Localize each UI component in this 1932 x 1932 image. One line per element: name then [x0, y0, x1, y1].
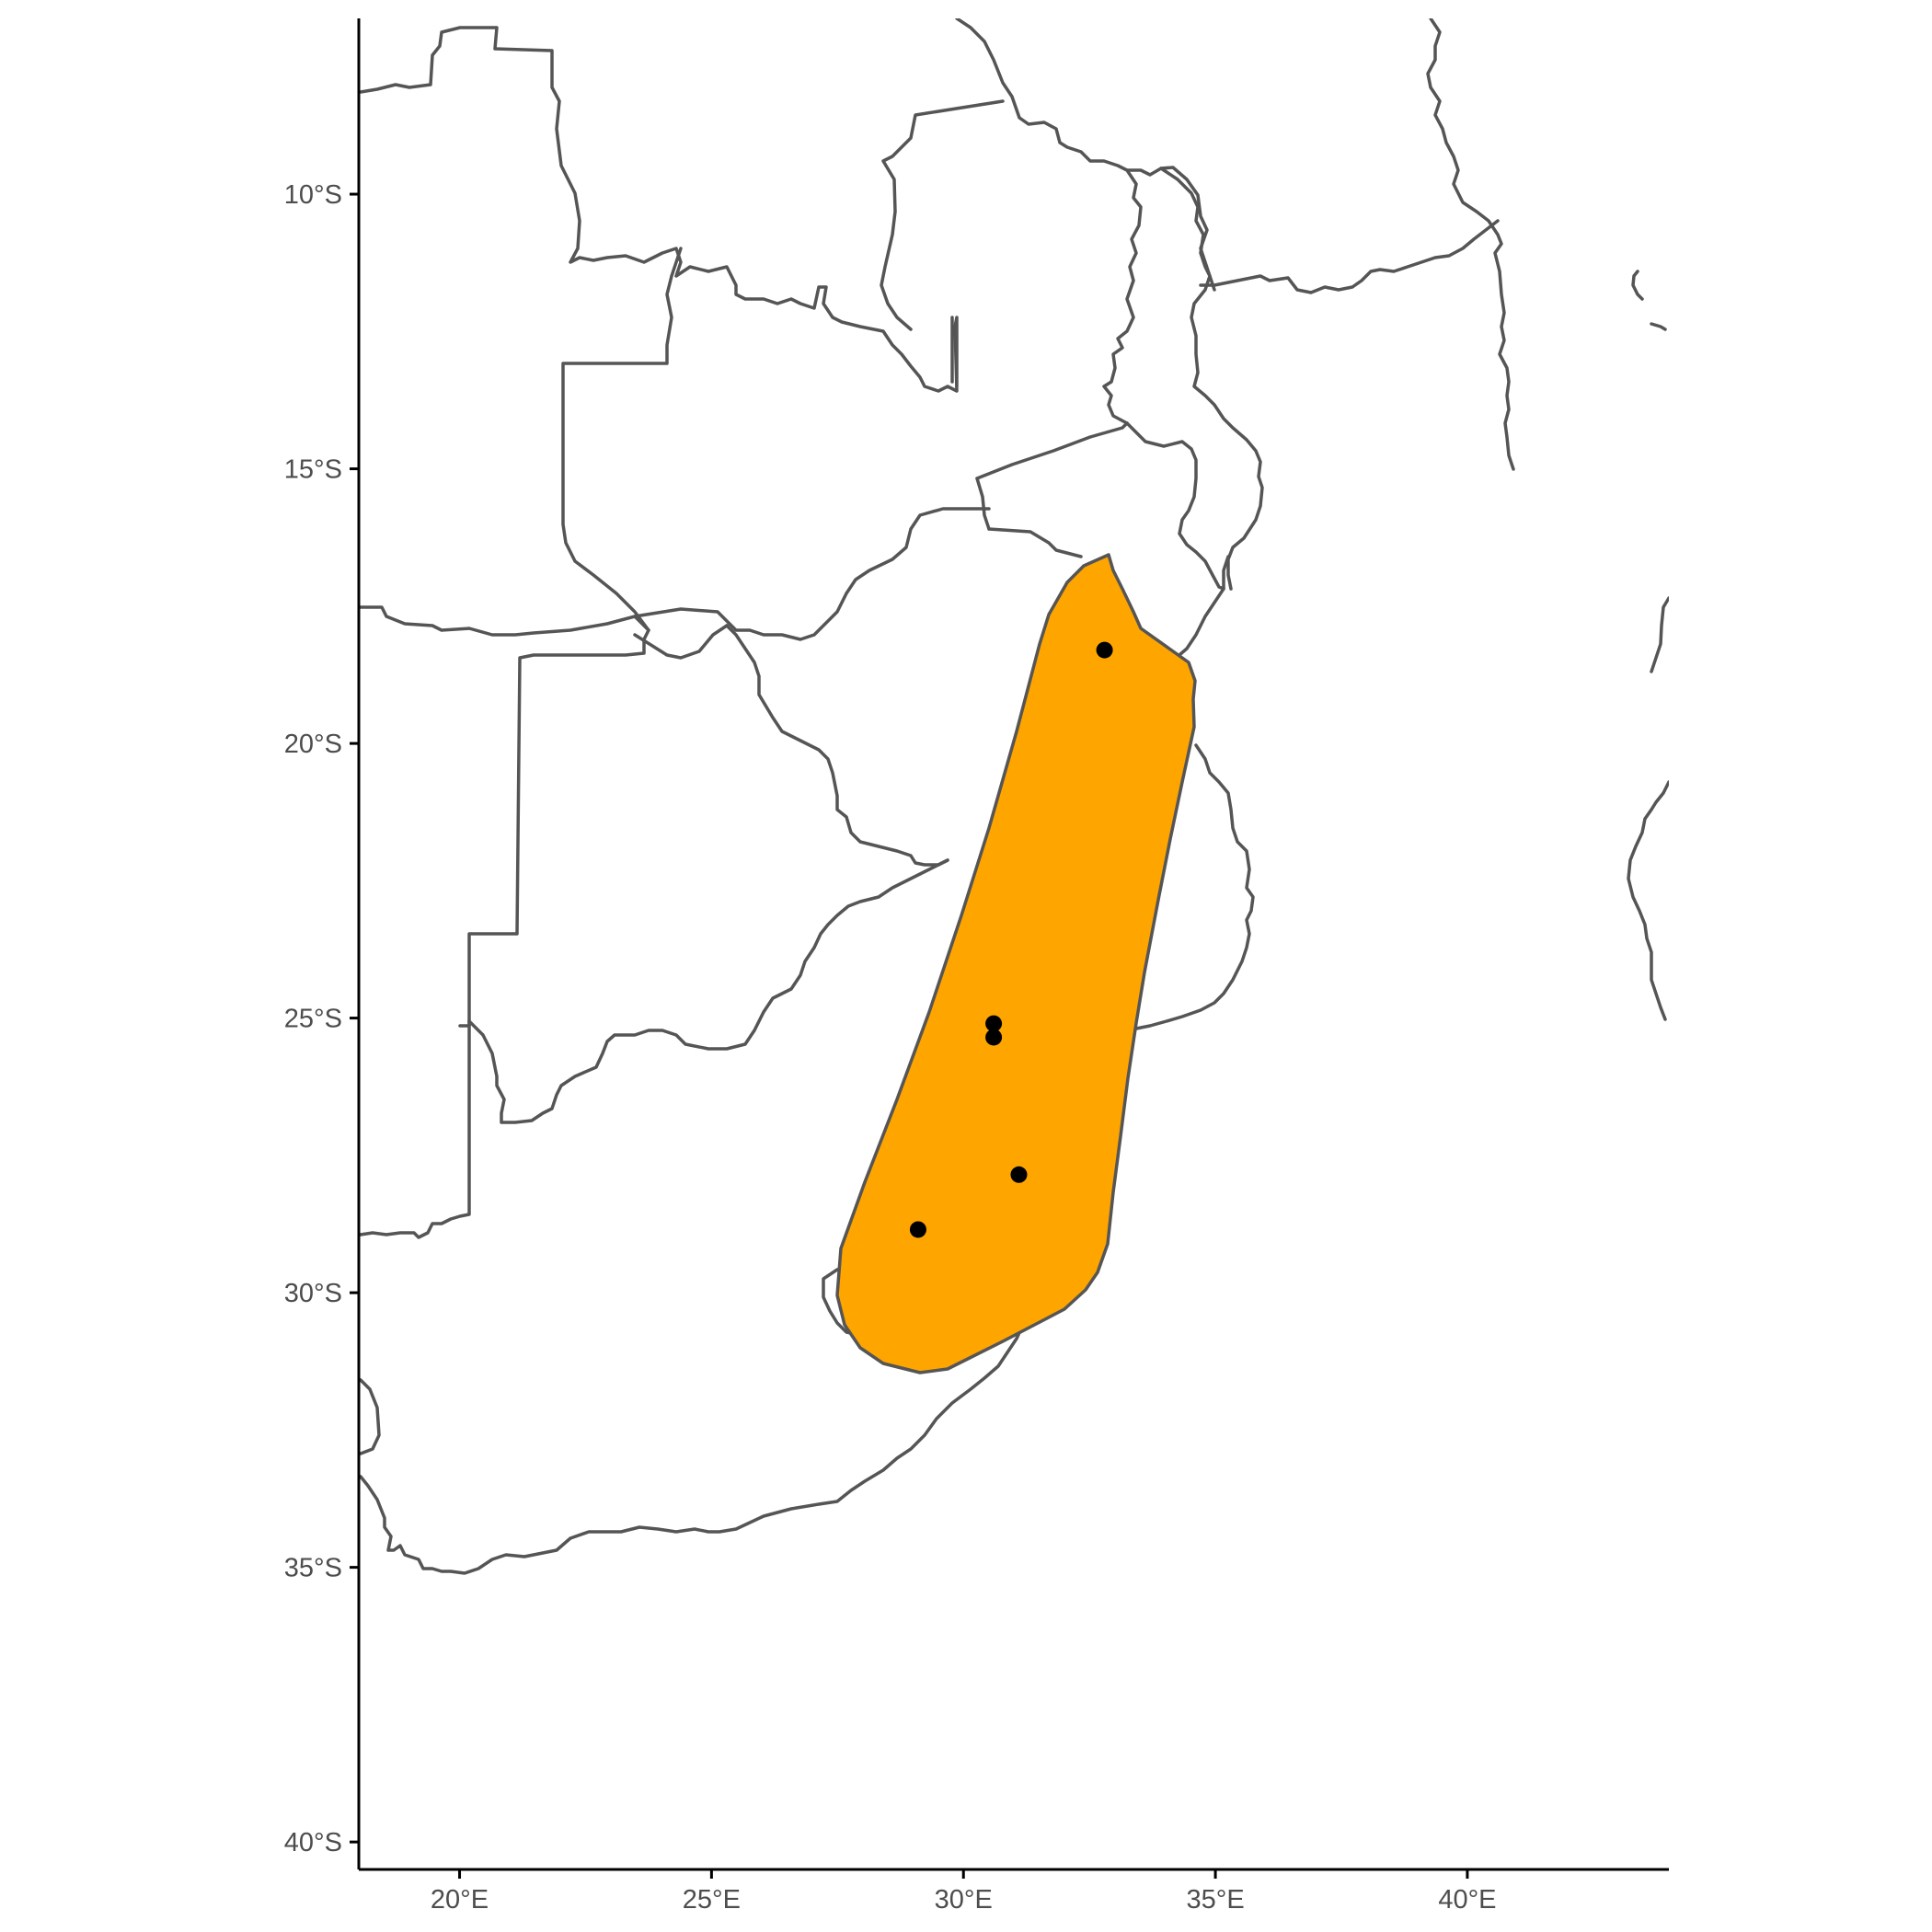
country-border [955, 18, 1216, 292]
country-border [1426, 18, 1515, 471]
occurrence-point [1096, 641, 1113, 659]
y-tick-label: 40°S [284, 1828, 342, 1857]
country-border [467, 858, 949, 1124]
country-border [975, 477, 991, 531]
country-border [1627, 780, 1669, 1021]
y-tick-label: 10°S [284, 180, 342, 210]
country-border [359, 1295, 1037, 1575]
x-tick-label: 40°E [1438, 1885, 1496, 1915]
country-border [975, 421, 1129, 480]
country-border [359, 1378, 381, 1455]
occurrence-point [985, 1029, 1003, 1046]
country-border [1102, 168, 1143, 425]
x-tick-label: 30°E [935, 1885, 993, 1915]
species-range-polygon [835, 553, 1197, 1374]
country-border [633, 624, 729, 660]
x-tick-label: 35°E [1186, 1885, 1244, 1915]
country-border [561, 247, 683, 632]
occurrence-points [909, 641, 1113, 1238]
y-tick-label: 25°S [284, 1005, 342, 1034]
country-border [359, 26, 959, 393]
y-tick-label: 30°S [284, 1279, 342, 1308]
country-border [359, 605, 650, 1028]
occurrence-point [909, 1221, 926, 1238]
x-tick-label: 20°E [431, 1885, 489, 1915]
x-axis-ticks: 20°E 25°E 30°E 35°E 40°E [431, 1869, 1497, 1915]
country-border [1650, 322, 1667, 331]
y-tick-label: 20°S [284, 730, 342, 759]
country-borders [359, 18, 1669, 1575]
country-border [1125, 421, 1230, 591]
x-tick-label: 25°E [683, 1885, 741, 1915]
y-tick-label: 35°S [284, 1554, 342, 1583]
country-border [1121, 743, 1255, 1034]
occurrence-point [985, 1015, 1003, 1032]
country-border [880, 99, 1005, 331]
occurrence-point [1010, 1166, 1028, 1183]
country-border [1159, 167, 1264, 591]
country-border [725, 624, 949, 867]
country-border [987, 527, 1083, 558]
country-border [359, 1019, 471, 1239]
country-border [1631, 270, 1644, 301]
y-tick-label: 15°S [284, 455, 342, 485]
country-border [1199, 219, 1500, 294]
country-border [633, 507, 991, 641]
y-axis-ticks: 10°S 15°S 20°S 25°S 30°S 35°S 40°S [284, 180, 359, 1857]
country-border [1650, 596, 1669, 673]
